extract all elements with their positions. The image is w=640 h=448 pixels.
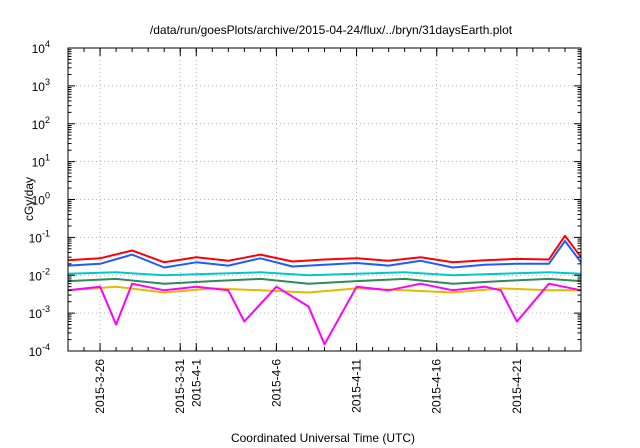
x-tick-label: 2015-3-26 [93, 359, 107, 414]
x-tick-label: 2015-4-6 [269, 359, 283, 407]
series-line [67, 240, 582, 269]
x-tick-label: 2015-4-16 [430, 359, 444, 414]
y-tick-label: 101 [32, 153, 50, 170]
y-tick-label: 102 [32, 115, 50, 132]
grid [68, 48, 581, 351]
x-tick-label: 2015-4-1 [189, 359, 203, 407]
series-line [67, 234, 582, 264]
series-line [67, 277, 582, 285]
x-tick-label: 2015-3-31 [173, 359, 187, 414]
y-tick-label: 104 [32, 39, 50, 56]
y-tick-label: 100 [32, 191, 50, 208]
y-tick-label: 103 [32, 77, 50, 94]
series-line [67, 285, 581, 294]
chart-title: /data/run/goesPlots/archive/2015-04-24/f… [150, 23, 513, 37]
x-tick-group: 2015-3-26 2015-3-31 2015-4-1 2015-4-6 2015-4… [67, 48, 582, 414]
x-tick-label: 2015-4-21 [510, 359, 524, 414]
y-tick-group: 10-4 10-3 10-2 10-1 100 101 102 103 104 [29, 39, 581, 359]
series-group [67, 234, 582, 346]
series-line [67, 271, 582, 277]
y-tick-label: 10-1 [29, 228, 50, 245]
x-tick-label: 2015-4-11 [350, 359, 364, 413]
x-axis-label: Coordinated Universal Time (UTC) [231, 431, 415, 445]
series-line [67, 282, 582, 346]
y-tick-label: 10-4 [29, 342, 50, 359]
y-tick-label: 10-2 [29, 266, 50, 283]
y-axis-label: cGy/day [22, 177, 36, 221]
y-tick-label: 10-3 [29, 304, 50, 321]
